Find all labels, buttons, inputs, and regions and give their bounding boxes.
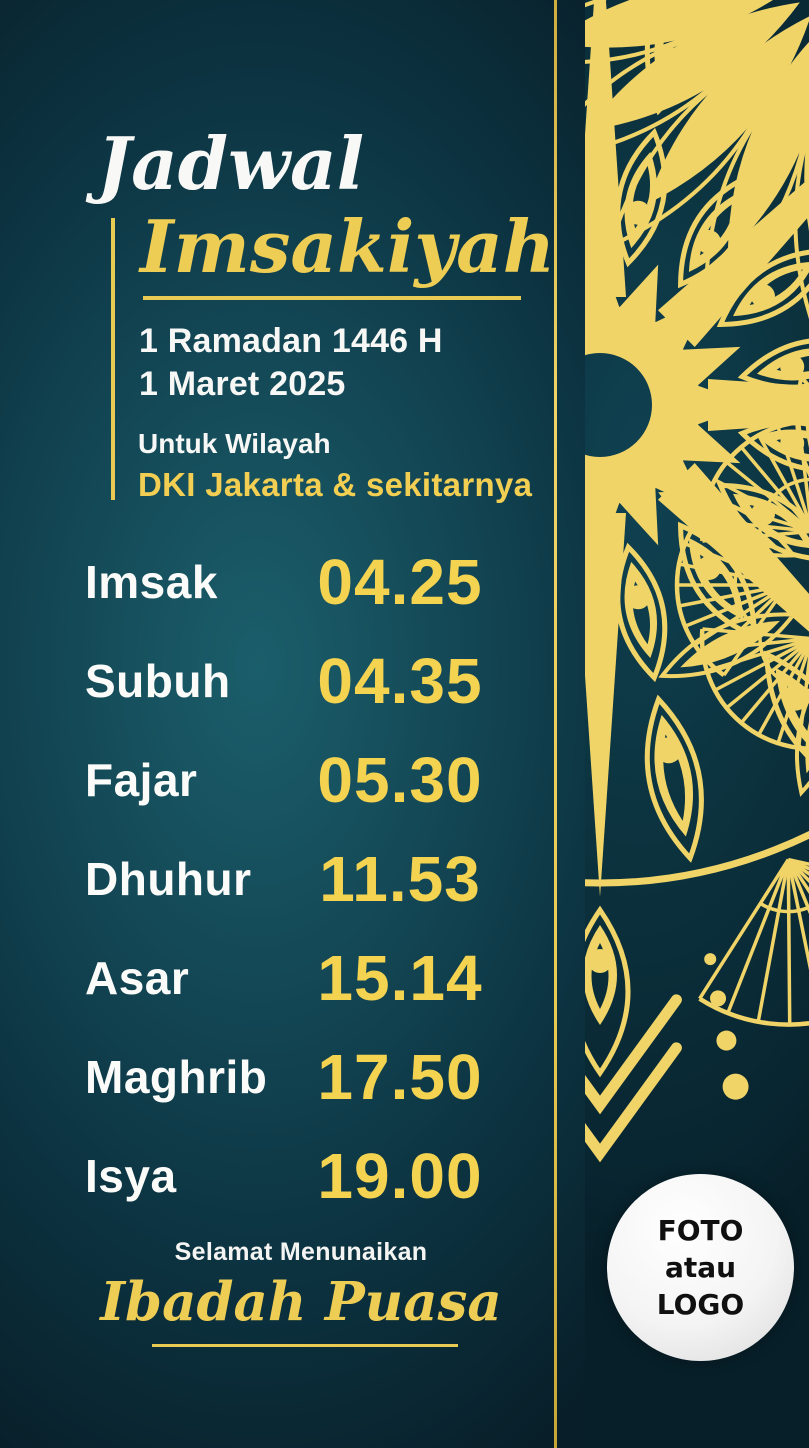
schedule-row: Asar 15.14 <box>85 928 509 1027</box>
schedule-row: Isya 19.00 <box>85 1126 509 1225</box>
prayer-name: Dhuhur <box>85 852 252 905</box>
prayer-time: 19.00 <box>317 1139 483 1212</box>
poster-title-line1: Jadwal <box>97 121 365 206</box>
prayer-time: 15.14 <box>317 941 483 1014</box>
greeting-block: Selamat Menunaikan Ibadah Puasa <box>85 1238 517 1329</box>
schedule: Imsak 04.25 Subuh 04.35 Fajar 05.30 Dhuh… <box>85 532 509 1225</box>
logo-placeholder-line1: FOTO <box>657 1214 744 1247</box>
greeting-line: Selamat Menunaikan <box>174 1238 428 1266</box>
region-value: DKI Jakarta & sekitarnya <box>138 466 533 503</box>
schedule-row: Dhuhur 11.53 <box>85 829 509 928</box>
logo-placeholder-line3: LOGO <box>656 1288 745 1321</box>
ornament-panel <box>585 0 809 1448</box>
prayer-time: 04.35 <box>317 644 483 717</box>
prayer-name: Maghrib <box>85 1050 268 1103</box>
title-underline <box>143 296 521 300</box>
region-label: Untuk Wilayah <box>138 428 331 459</box>
greeting-underline <box>152 1344 458 1347</box>
schedule-row: Fajar 05.30 <box>85 730 509 829</box>
prayer-name: Fajar <box>85 753 198 806</box>
hijri-date: 1 Ramadan 1446 H <box>139 322 443 360</box>
prayer-name: Isya <box>85 1149 177 1202</box>
prayer-name: Asar <box>85 951 190 1004</box>
prayer-name: Imsak <box>85 555 218 608</box>
poster-background-left <box>0 0 585 1448</box>
schedule-row: Subuh 04.35 <box>85 631 509 730</box>
title-accent-vline <box>111 218 115 500</box>
prayer-time: 17.50 <box>317 1040 483 1113</box>
greeting-title: Ibadah Puasa <box>100 1271 502 1333</box>
prayer-time: 11.53 <box>319 842 481 915</box>
logo-placeholder-line2: atau <box>664 1251 737 1284</box>
schedule-row: Maghrib 17.50 <box>85 1027 509 1126</box>
gold-divider-line <box>554 0 557 1448</box>
prayer-time: 05.30 <box>317 743 483 816</box>
schedule-row: Imsak 04.25 <box>85 532 509 631</box>
gregorian-date: 1 Maret 2025 <box>139 365 346 403</box>
prayer-time: 04.25 <box>317 545 483 618</box>
poster-title-line2: Imsakiyah <box>140 204 556 289</box>
prayer-name: Subuh <box>85 654 231 707</box>
mandala-ornament-icon <box>585 0 809 1163</box>
logo-placeholder-circle: FOTO atau LOGO <box>607 1174 794 1361</box>
date-block: 1 Ramadan 1446 H 1 Maret 2025 <box>139 320 443 406</box>
